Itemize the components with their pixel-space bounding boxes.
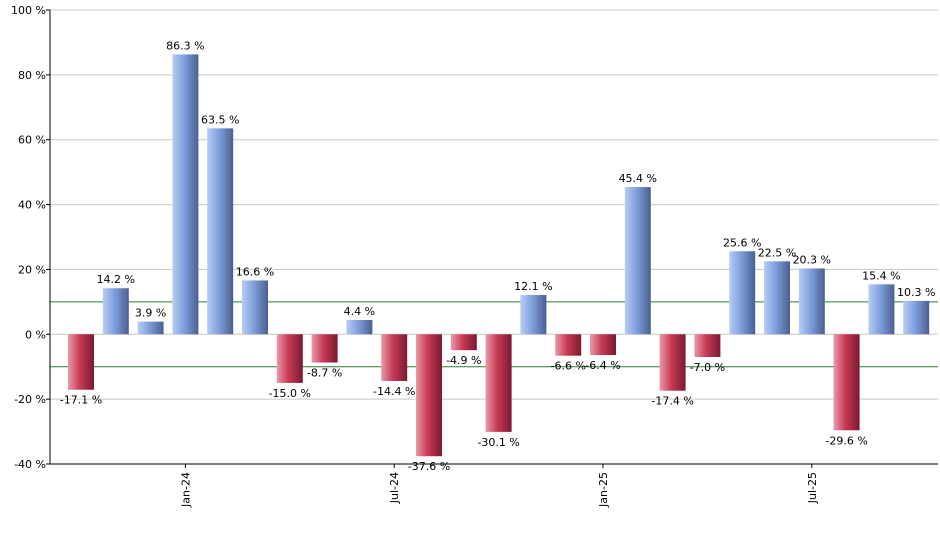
bar-value-label: -4.9 % bbox=[446, 354, 481, 367]
bar-negative bbox=[276, 334, 303, 383]
bar-negative bbox=[68, 334, 94, 390]
bar-negative bbox=[311, 334, 338, 363]
y-tick-label: 100 % bbox=[11, 4, 46, 17]
bar-value-label: 15.4 % bbox=[862, 269, 900, 282]
bar-positive bbox=[102, 288, 129, 335]
bar-positive bbox=[729, 251, 756, 335]
data-labels: -17.1 % 14.2 % 3.9 % 86.3 % 63.5 % 16.6 % -15.… bbox=[60, 39, 936, 473]
y-tick-label: 40 % bbox=[18, 199, 46, 212]
bar-value-label: -30.1 % bbox=[477, 436, 519, 449]
y-tick-label: 20 % bbox=[18, 263, 46, 276]
bar-value-label: 10.3 % bbox=[897, 286, 935, 299]
bar-value-label: 3.9 % bbox=[135, 307, 166, 320]
bar-negative bbox=[450, 334, 477, 351]
x-tick-label: Jul-25 bbox=[806, 472, 819, 504]
bar-positive bbox=[137, 321, 164, 335]
bar-value-label: -37.6 % bbox=[408, 460, 450, 473]
bar-value-label: -6.6 % bbox=[550, 360, 585, 373]
y-tick-label: 80 % bbox=[18, 69, 46, 82]
bar-value-label: 86.3 % bbox=[166, 39, 204, 52]
bar-value-label: -17.4 % bbox=[651, 395, 693, 408]
x-tick-label: Jan-24 bbox=[179, 472, 192, 508]
bar-value-label: 12.1 % bbox=[514, 280, 552, 293]
bar-value-label: 22.5 % bbox=[758, 246, 796, 259]
bar-value-label: -17.1 % bbox=[60, 394, 102, 407]
bar-negative bbox=[485, 334, 512, 432]
bar-value-label: 16.6 % bbox=[236, 265, 274, 278]
bar-positive bbox=[207, 128, 234, 335]
x-tick-label: Jan-25 bbox=[597, 472, 610, 508]
bar-positive bbox=[624, 187, 651, 335]
bar-positive bbox=[798, 268, 825, 335]
bar-value-label: 20.3 % bbox=[793, 253, 831, 266]
bar-negative bbox=[694, 334, 721, 357]
bar-negative bbox=[416, 334, 442, 457]
bar-value-label: -14.4 % bbox=[373, 385, 415, 398]
bar-positive bbox=[764, 261, 790, 335]
bar-negative bbox=[381, 334, 408, 381]
bar-positive bbox=[903, 300, 930, 335]
y-tick-label: 0 % bbox=[25, 328, 46, 341]
bar-value-label: -8.7 % bbox=[307, 366, 342, 379]
bar-value-label: -7.0 % bbox=[690, 361, 725, 374]
bar-positive bbox=[172, 54, 199, 335]
bar-negative bbox=[659, 334, 686, 391]
bar-value-label: -6.4 % bbox=[585, 359, 620, 372]
bars bbox=[68, 54, 930, 457]
bar-value-label: -29.6 % bbox=[825, 434, 867, 447]
bar-positive bbox=[346, 320, 373, 335]
bar-value-label: -15.0 % bbox=[269, 387, 311, 400]
bar-positive bbox=[242, 280, 268, 335]
bar-value-label: 25.6 % bbox=[723, 236, 761, 249]
bar-negative bbox=[590, 334, 616, 356]
y-tick-label: -20 % bbox=[14, 393, 46, 406]
y-tick-label: -40 % bbox=[14, 458, 46, 471]
bar-negative bbox=[833, 334, 860, 431]
bar-value-label: 4.4 % bbox=[344, 305, 375, 318]
axes: 100 % 80 % 60 % 40 % 20 % 0 % -20 % -40 % Jan-24… bbox=[11, 4, 938, 508]
bar-value-label: 45.4 % bbox=[619, 172, 657, 185]
bar-negative bbox=[555, 334, 582, 356]
bar-value-label: 14.2 % bbox=[97, 273, 135, 286]
x-tick-label: Jul-24 bbox=[388, 472, 401, 504]
bar-positive bbox=[520, 295, 547, 335]
bar-positive bbox=[868, 284, 895, 335]
y-tick-label: 60 % bbox=[18, 134, 46, 147]
bar-value-label: 63.5 % bbox=[201, 113, 239, 126]
